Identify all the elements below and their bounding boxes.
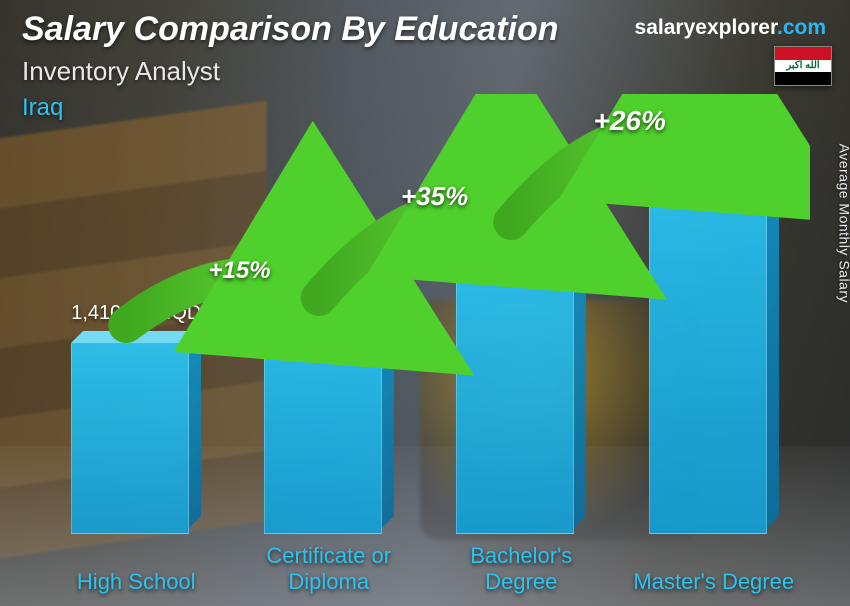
increment-label: +35% xyxy=(401,181,468,212)
category-label: Master's Degree xyxy=(624,569,804,594)
bar-chart: 1,410,000 IQD1,610,000 IQD2,170,000 IQD2… xyxy=(40,94,810,594)
bar-value-label: 1,410,000 IQD xyxy=(36,302,236,325)
increment-label: +15% xyxy=(209,257,271,285)
bar-front xyxy=(456,240,574,534)
bar3d xyxy=(264,316,394,534)
category-label: Bachelor's Degree xyxy=(431,543,611,594)
bar-side xyxy=(767,146,779,528)
bar-top xyxy=(71,331,201,343)
flag-stripe-black xyxy=(775,72,831,85)
page-subtitle: Inventory Analyst xyxy=(22,56,220,87)
brand-logo: salaryexplorer.com xyxy=(635,16,826,40)
bar3d xyxy=(649,164,779,534)
bar-0: 1,410,000 IQD xyxy=(40,343,233,534)
flag-stripe-red xyxy=(775,47,831,60)
bars-container: 1,410,000 IQD1,610,000 IQD2,170,000 IQD2… xyxy=(40,94,810,534)
category-label: Certificate or Diploma xyxy=(239,543,419,594)
bar-side xyxy=(189,325,201,528)
flag-stripe-white: الله اكبر xyxy=(775,60,831,73)
brand-domain: .com xyxy=(777,16,826,39)
iraq-flag-icon: الله اكبر xyxy=(774,46,832,86)
bar-2: 2,170,000 IQD xyxy=(425,240,618,534)
y-axis-label: Average Monthly Salary xyxy=(836,144,850,303)
bar3d xyxy=(71,343,201,534)
bar-side xyxy=(574,222,586,528)
bar-3: 2,730,000 IQD xyxy=(618,164,811,534)
brand-name: salaryexplorer xyxy=(635,16,777,39)
page-title: Salary Comparison By Education xyxy=(22,10,559,49)
bar-1: 1,610,000 IQD xyxy=(233,316,426,534)
category-label: High School xyxy=(46,569,226,594)
bar-front xyxy=(649,164,767,534)
increment-label: +26% xyxy=(594,105,666,137)
bar-side xyxy=(382,298,394,528)
bar-front xyxy=(264,316,382,534)
bar3d xyxy=(456,240,586,534)
bar-top xyxy=(649,152,779,164)
bar-top xyxy=(264,304,394,316)
bar-top xyxy=(456,228,586,240)
infographic-stage: Salary Comparison By Education Inventory… xyxy=(0,0,850,606)
bar-front xyxy=(71,343,189,534)
